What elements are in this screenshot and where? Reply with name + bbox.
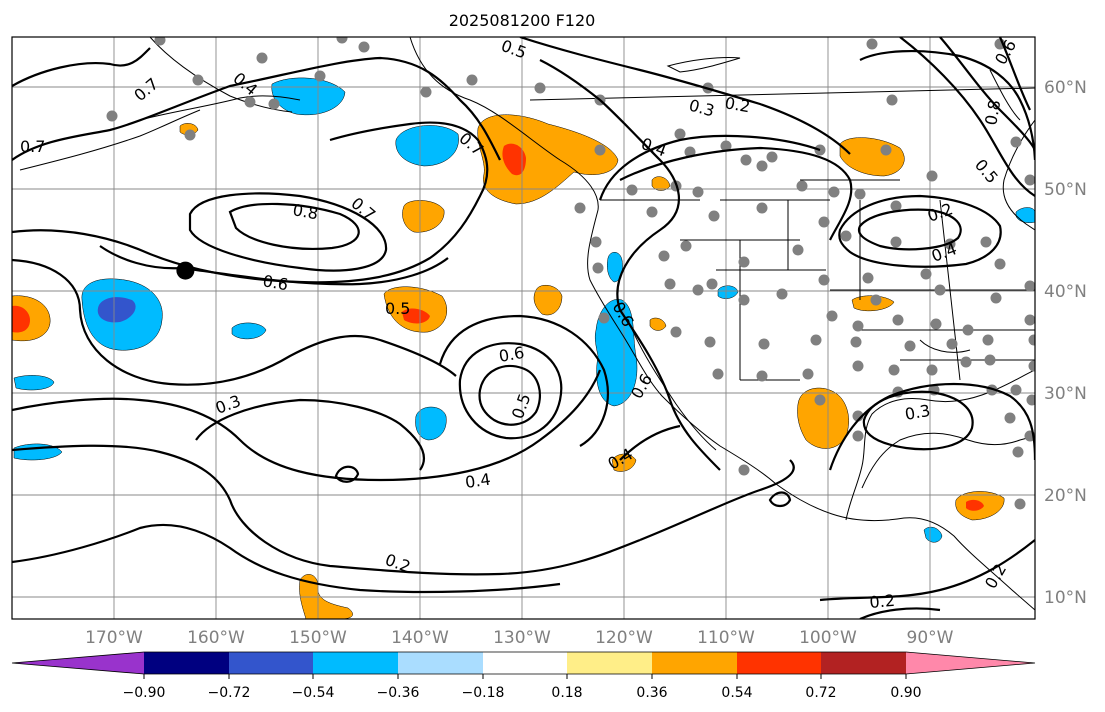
lat-tick-label: 60°N	[1044, 78, 1087, 98]
lat-tick-label: 10°N	[1044, 588, 1087, 608]
contour-lines	[12, 37, 1035, 619]
lon-tick-label: 90°W	[907, 628, 954, 648]
colorbar-under-arrow	[12, 652, 144, 674]
lat-lon-grid	[12, 37, 1035, 619]
anomaly-patch-negative	[1015, 207, 1035, 223]
contour-label: 0.6	[497, 343, 525, 366]
colorbar-tick-label: 0.72	[805, 685, 836, 701]
colorbar-segment	[313, 652, 398, 674]
figure-title: 2025081200 F120	[449, 11, 596, 30]
colorbar-tick-label: −0.72	[208, 685, 251, 701]
lon-tick-label: 130°W	[493, 628, 551, 648]
colorbar: −0.90 −0.72 −0.54 −0.36 −0.18 0.18 0.36 …	[11, 651, 1036, 701]
station-dots	[106, 37, 1035, 510]
colorbar-segment	[144, 652, 229, 674]
lon-tick-label: 140°W	[391, 628, 449, 648]
lon-tick-label: 120°W	[595, 628, 653, 648]
lon-tick-label: 170°W	[85, 628, 143, 648]
contour-label: 0.8	[291, 200, 319, 223]
anomaly-patch-positive-strong	[12, 305, 30, 333]
lon-tick-label: 150°W	[289, 628, 347, 648]
colorbar-segment	[821, 652, 906, 674]
anomaly-patch-negative	[415, 406, 447, 441]
contour-label: 0.8	[981, 98, 1004, 126]
contour-label: 0.6	[261, 271, 289, 294]
colorbar-tick-label: −0.54	[292, 685, 335, 701]
colorbar-segment	[398, 652, 483, 674]
lat-tick-label: 20°N	[1044, 486, 1087, 506]
contour-label: 0.4	[464, 470, 492, 492]
longitude-axis: 170°W 160°W 150°W 140°W 130°W 120°W 110°…	[85, 628, 954, 648]
contour-label: 0.5	[385, 299, 410, 318]
colorbar-ticks	[143, 674, 907, 679]
map-frame	[11, 36, 1036, 620]
anomaly-patch-negative	[395, 125, 459, 167]
anomaly-patch-positive-strong	[502, 143, 526, 176]
lon-tick-label: 110°W	[697, 628, 755, 648]
colorbar-tick-label: 0.54	[721, 685, 752, 701]
colorbar-segment	[567, 652, 652, 674]
lat-tick-label: 50°N	[1044, 180, 1087, 200]
colorbar-tick-label: 0.18	[551, 685, 582, 701]
lon-tick-label: 100°W	[799, 628, 857, 648]
anomaly-patch-negative	[13, 375, 55, 391]
anomaly-patch-positive	[299, 574, 353, 619]
anomaly-patch-negative	[231, 322, 267, 340]
lon-tick-label: 160°W	[187, 628, 245, 648]
lat-tick-label: 30°N	[1044, 384, 1087, 404]
contour-label: 0.3	[903, 401, 931, 424]
latitude-axis: 60°N 50°N 40°N 30°N 20°N 10°N	[1044, 78, 1087, 608]
anomaly-patch-positive	[402, 200, 445, 233]
location-marker	[176, 261, 195, 280]
colorbar-segment	[483, 652, 567, 674]
shaded-anomalies	[12, 77, 1035, 619]
contour-label: 0.2	[869, 591, 896, 612]
colorbar-segment	[652, 652, 737, 674]
map-panel: 0.8 0.7 0.7 0.7 0.6 0.6 0.6 0.5 0.5 0.5 …	[11, 36, 1036, 620]
colorbar-tick-label: −0.90	[123, 685, 166, 701]
colorbar-segment	[229, 652, 313, 674]
coastlines	[19, 37, 1035, 611]
colorbar-segment	[737, 652, 821, 674]
anomaly-patch-positive-strong	[402, 308, 430, 324]
contour-label: 0.2	[723, 93, 751, 116]
contour-label: 0.7	[20, 137, 45, 156]
anomaly-patch-negative-strong	[97, 297, 136, 323]
colorbar-over-arrow	[906, 652, 1035, 674]
anomaly-patch-positive-strong	[966, 499, 984, 511]
colorbar-tick-label: −0.36	[377, 685, 420, 701]
colorbar-tick-label: −0.18	[462, 685, 505, 701]
lat-tick-label: 40°N	[1044, 282, 1087, 302]
anomaly-patch-positive	[533, 284, 563, 316]
colorbar-tick-label: 0.36	[636, 685, 667, 701]
anomaly-patch-positive	[649, 317, 667, 331]
colorbar-tick-label: 0.90	[890, 685, 921, 701]
anomaly-patch-negative	[717, 285, 739, 299]
